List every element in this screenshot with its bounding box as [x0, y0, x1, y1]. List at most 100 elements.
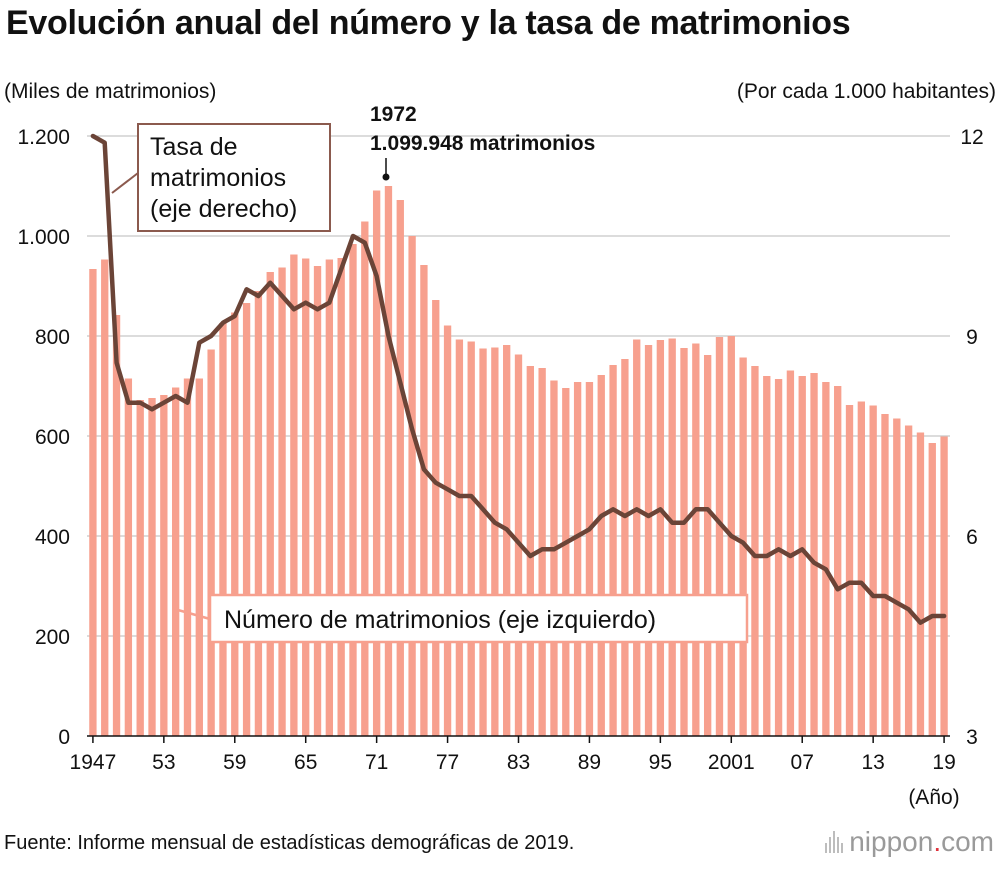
x-tick-label-2007: 07: [791, 751, 814, 774]
bar-2003: [751, 366, 759, 736]
x-tick-label-1995: 95: [649, 751, 672, 774]
bar-1979: [467, 341, 475, 736]
left-tick-label-5: 1.000: [17, 226, 70, 249]
x-tick-label-1947: 1947: [70, 751, 117, 774]
left-tick-label-6: 1.200: [17, 126, 70, 149]
bar-1970: [361, 221, 369, 736]
bar-1963: [278, 267, 286, 736]
bar-2006: [786, 370, 795, 736]
bar-1975: [420, 265, 428, 736]
right-tick-label-2: 9: [966, 326, 978, 349]
bar-1951: [136, 400, 144, 736]
bar-1969: [349, 244, 357, 736]
bar-1985: [538, 368, 546, 736]
bar-1973: [396, 200, 404, 736]
bar-1964: [290, 254, 298, 736]
bar-1966: [313, 266, 322, 736]
bar-1958: [219, 323, 227, 736]
x-tick-label-1977: 77: [436, 751, 459, 774]
left-axis-label: (Miles de matrimonios): [4, 80, 217, 103]
left-tick-label-4: 800: [35, 326, 70, 349]
bar-1987: [562, 388, 570, 736]
bar-1990: [597, 375, 605, 736]
bar-1948: [101, 259, 109, 736]
bar-2008: [810, 373, 818, 736]
chart-plot: 0 200 400 600 800 1.000 1.200 3 6 9 12 1947 53 59 65 71…: [17, 103, 983, 809]
bar-2019: [940, 436, 948, 736]
bar-1959: [231, 312, 239, 736]
bar-1957: [207, 349, 215, 736]
rate-callout: Tasa de matrimonios (eje derecho): [111, 123, 331, 232]
logo-name: nippon: [849, 826, 934, 857]
logo-mark-icon: [825, 831, 844, 853]
nippon-logo: nippon. com: [825, 826, 994, 858]
x-tick-label-1971: 71: [365, 751, 388, 774]
bar-1989: [585, 382, 594, 736]
x-tick-label-1953: 53: [152, 751, 175, 774]
bar-1981: [491, 347, 499, 736]
left-tick-label-1: 200: [35, 626, 70, 649]
peak-year-label: 1972: [370, 103, 417, 126]
peak-annotation: 1972 1.099.948 matrimonios: [370, 103, 595, 181]
count-callout-text: Número de matrimonios (eje izquierdo): [224, 606, 656, 634]
bar-1949: [112, 315, 121, 736]
bar-1992: [621, 359, 629, 736]
x-tick-label-2019: 19: [932, 751, 955, 774]
rate-callout-pointer: [111, 172, 139, 194]
source-note: Fuente: Informe mensual de estadísticas …: [4, 832, 575, 854]
count-callout-pointer: [177, 608, 211, 621]
x-tick-label-1989: 89: [578, 751, 601, 774]
logo-tld: com: [941, 826, 994, 857]
bar-1967: [325, 259, 334, 736]
bar-2012: [857, 401, 866, 736]
bar-1999: [703, 355, 712, 736]
x-tick-label-1959: 59: [223, 751, 246, 774]
bar-2010: [834, 386, 842, 736]
bar-2009: [822, 382, 830, 736]
bar-1984: [526, 366, 534, 736]
logo-dot: .: [933, 826, 942, 857]
bar-2005: [774, 379, 783, 736]
bar-1982: [503, 345, 511, 736]
right-axis-label: (Por cada 1.000 habitantes): [736, 80, 996, 103]
rate-callout-line-3: (eje derecho): [150, 195, 297, 223]
bar-1996: [668, 338, 676, 736]
x-tick-label-1983: 83: [507, 751, 530, 774]
left-tick-label-0: 0: [58, 726, 70, 749]
bar-1997: [680, 348, 688, 736]
x-tick-label-2013: 13: [861, 751, 884, 774]
count-callout-box: [208, 593, 749, 644]
bar-2013: [869, 405, 877, 736]
bar-2000: [715, 337, 724, 736]
x-tick-label-2001: 2001: [708, 751, 755, 774]
x-tick-label-1965: 65: [294, 751, 317, 774]
bar-2007: [798, 376, 806, 736]
bar-1971: [372, 190, 381, 736]
rate-callout-box: [137, 123, 331, 232]
bar-1947: [89, 269, 97, 736]
bar-1953: [160, 395, 168, 736]
bar-1998: [692, 343, 700, 736]
bar-1952: [148, 398, 156, 736]
bar-2018: [928, 443, 936, 736]
bar-1978: [455, 339, 464, 736]
bar-1993: [633, 339, 641, 736]
line-series: [90, 133, 947, 625]
bar-1976: [432, 300, 440, 736]
bar-1980: [479, 348, 487, 736]
bar-1986: [550, 380, 558, 736]
bar-1960: [242, 303, 251, 736]
chart-title: Evolución anual del número y la tasa de …: [6, 4, 851, 42]
bar-1988: [573, 382, 582, 736]
rate-line: [90, 133, 947, 625]
bar-1994: [644, 345, 653, 736]
bar-2002: [739, 357, 747, 736]
right-tick-label-3: 12: [960, 126, 983, 149]
peak-value-label: 1.099.948 matrimonios: [370, 132, 595, 155]
bar-1974: [408, 236, 416, 736]
bar-2011: [845, 405, 854, 736]
bar-1968: [337, 258, 345, 736]
bar-series: [89, 186, 948, 736]
bar-2015: [893, 418, 901, 736]
right-tick-label-0: 3: [966, 726, 978, 749]
